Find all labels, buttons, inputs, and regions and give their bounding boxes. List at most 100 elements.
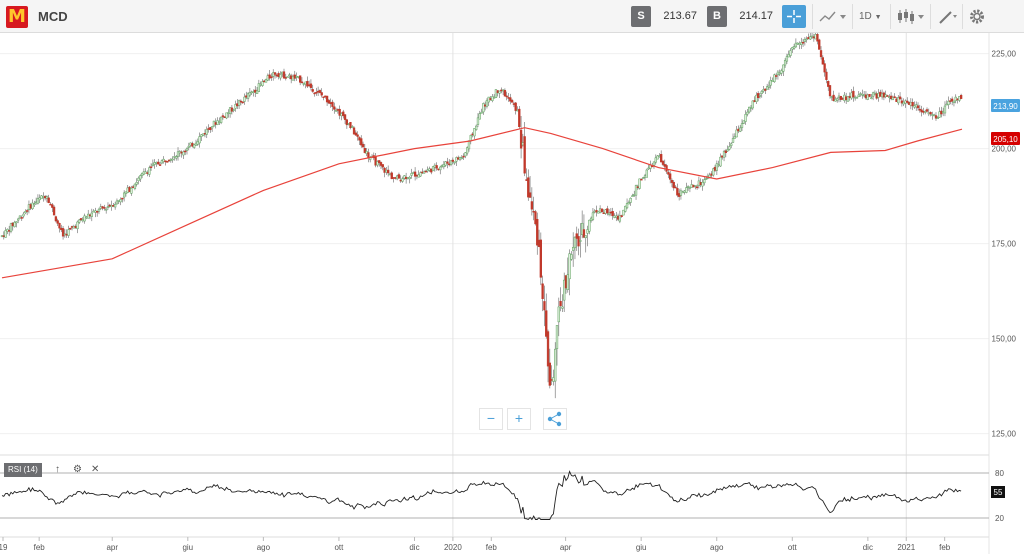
candle-body: [683, 190, 686, 193]
candle-body: [489, 98, 492, 101]
candle-body: [245, 95, 248, 98]
close-icon[interactable]: ✕: [91, 464, 100, 475]
candle-body: [663, 164, 666, 167]
candle-body: [374, 156, 377, 166]
candle-body: [431, 166, 435, 172]
candle-body: [807, 37, 810, 40]
zoom-out-button[interactable]: −: [479, 408, 503, 430]
candle-body: [805, 38, 808, 41]
x-tick-label: feb: [939, 543, 951, 552]
candle-body: [593, 210, 596, 213]
rsi-line: [1, 470, 962, 521]
candle-body: [726, 149, 729, 152]
candle-body: [823, 63, 826, 73]
candle-body: [566, 274, 569, 290]
candle-body: [471, 133, 474, 136]
candle-body: [958, 96, 961, 101]
candle-body: [857, 94, 860, 97]
candle-style-menu[interactable]: [896, 6, 926, 27]
candle-body: [803, 39, 807, 42]
x-tick-label: ago: [710, 543, 724, 552]
candle-body: [218, 121, 221, 123]
gear-icon[interactable]: ⚙: [73, 464, 82, 475]
candle-body: [819, 50, 823, 58]
candle-body: [884, 94, 887, 97]
sell-button[interactable]: S: [631, 6, 651, 27]
x-tick-label: 19: [0, 543, 8, 552]
sma-badge: [991, 132, 1020, 145]
candle-body: [137, 177, 140, 182]
candle-body: [112, 204, 115, 207]
zoom-in-button[interactable]: +: [507, 408, 531, 430]
candle-body: [658, 155, 661, 157]
settings-button[interactable]: [966, 6, 988, 27]
last-price-label: 213,90: [993, 102, 1018, 111]
candle-body: [739, 127, 742, 132]
candle-body: [311, 89, 314, 92]
candle-body: [579, 240, 582, 242]
crosshair-button[interactable]: [782, 5, 806, 28]
interval-menu[interactable]: 1D ▼: [859, 6, 885, 27]
candle-body: [642, 177, 645, 179]
candle-body: [228, 107, 232, 115]
sma-line: [1, 127, 963, 279]
candle-body: [196, 141, 199, 145]
candle-body: [789, 50, 792, 56]
candle-body: [618, 215, 622, 222]
candle-body: [712, 168, 715, 176]
candle-body: [114, 204, 117, 208]
candle-body: [915, 104, 918, 108]
chart-type-menu[interactable]: [818, 6, 848, 27]
candle-body: [850, 92, 853, 99]
candle-body: [241, 101, 244, 104]
candle-body: [830, 96, 833, 98]
candle-body: [252, 91, 255, 93]
candle-body: [500, 89, 503, 92]
candle-body: [448, 163, 451, 166]
candle-body: [898, 96, 902, 100]
candle-body: [758, 95, 762, 97]
candle-body: [40, 195, 43, 200]
share-button[interactable]: [543, 408, 567, 430]
candle-body: [640, 178, 643, 181]
candle-body: [128, 186, 131, 192]
candle-body: [139, 175, 142, 180]
candle-body: [103, 207, 106, 209]
candle-body: [361, 143, 365, 148]
candle-body: [491, 96, 494, 101]
candle-body: [70, 226, 74, 228]
price-badges: 213,90 205,10: [991, 99, 1020, 145]
x-tick-label: 2021: [897, 543, 915, 552]
candle-body: [740, 123, 744, 128]
candle-body: [0, 235, 4, 237]
draw-tool-button[interactable]: [936, 6, 958, 27]
candle-body: [176, 151, 180, 157]
candle-body: [395, 175, 399, 180]
move-up-icon[interactable]: ↑: [55, 464, 60, 475]
x-tick-label: dic: [863, 543, 873, 552]
candle-body: [320, 92, 323, 96]
candle-body: [645, 169, 648, 178]
candle-body: [435, 165, 438, 169]
candle-body: [582, 229, 586, 238]
x-tick-label: feb: [34, 543, 46, 552]
x-tick-label: giu: [636, 543, 647, 552]
rsi-value-label: 55: [994, 488, 1003, 497]
candle-body: [458, 157, 462, 160]
candle-body: [518, 108, 521, 127]
candle-body: [591, 212, 595, 220]
candle-body: [555, 325, 559, 349]
candle-body: [952, 100, 956, 104]
price-chart[interactable]: 225,00 200,00 175,00 150,00 125,00 213,90 20…: [0, 33, 1024, 554]
candle-body: [142, 171, 146, 175]
candle-body: [394, 177, 397, 179]
candle-body: [180, 151, 183, 154]
buy-button[interactable]: B: [707, 6, 727, 27]
candle-body: [776, 71, 780, 76]
rsi-indicator-tag[interactable]: RSI (14): [4, 463, 42, 477]
candle-body: [401, 178, 404, 182]
candle-body: [306, 81, 309, 87]
candle-body: [753, 100, 756, 103]
candle-body: [56, 220, 59, 224]
candle-body: [76, 221, 79, 230]
